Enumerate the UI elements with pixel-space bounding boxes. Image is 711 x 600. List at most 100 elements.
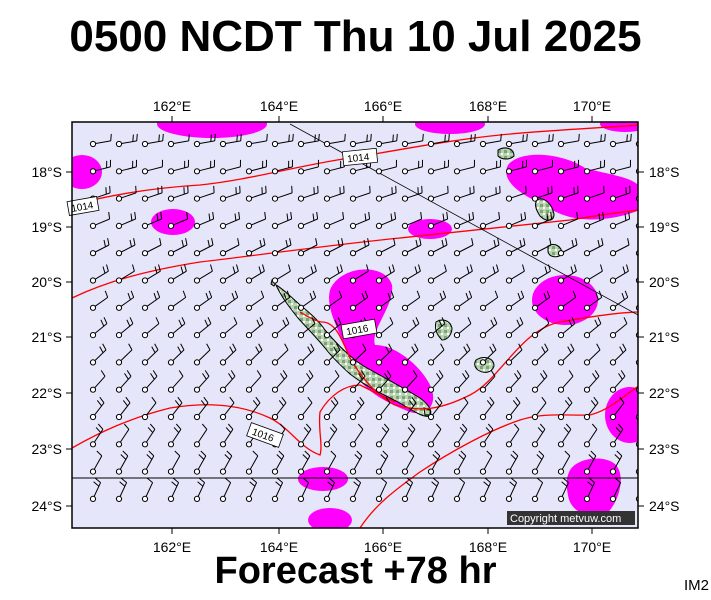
- wind-barb-feather: [130, 213, 133, 221]
- wind-station-marker: [141, 441, 149, 448]
- y-tick-label: 19°S: [31, 219, 62, 235]
- wind-barb-shaft: [484, 270, 499, 280]
- wind-barb-shaft: [511, 192, 527, 199]
- wind-barb-shaft: [302, 349, 315, 361]
- wind-station-marker: [479, 140, 487, 148]
- wind-barb-feather: [485, 427, 492, 433]
- wind-barb-shaft: [614, 402, 625, 416]
- wind-station-marker: [297, 413, 305, 421]
- wind-barb-feather: [618, 373, 623, 380]
- wind-barb-shaft: [249, 455, 259, 470]
- wind-barb-feather: [342, 211, 345, 220]
- wind-barb-feather: [463, 346, 468, 353]
- wind-barb-feather: [224, 477, 231, 483]
- wind-barb-feather: [601, 238, 604, 246]
- wind-barb-feather: [434, 450, 441, 457]
- wind-station-marker: [531, 332, 539, 339]
- wind-barb-shaft: [329, 140, 345, 144]
- wind-barb-shaft: [588, 402, 599, 416]
- wind-barb-shaft: [225, 218, 240, 226]
- wind-barb-shaft: [146, 349, 159, 361]
- wind-barb-shaft: [95, 166, 111, 172]
- wind-barb-feather: [408, 400, 414, 407]
- wind-station-marker: [479, 195, 487, 202]
- wind-station-marker: [583, 277, 591, 284]
- wind-barb-feather: [385, 346, 390, 353]
- wind-barb-shaft: [614, 349, 627, 361]
- wind-barb-shaft: [147, 140, 163, 144]
- wind-barb-feather: [496, 264, 499, 272]
- wind-barb-feather: [564, 450, 571, 457]
- wind-barb-feather: [329, 427, 336, 433]
- wind-barb-shaft: [173, 192, 189, 199]
- wind-station-marker: [505, 441, 513, 448]
- wind-station-marker: [89, 468, 97, 475]
- isobar-line: [72, 209, 638, 299]
- wind-barb-feather: [650, 317, 653, 323]
- wind-station-marker: [401, 250, 409, 257]
- wind-barb-feather: [517, 292, 521, 300]
- wind-barb-feather: [230, 370, 236, 377]
- wind-station-marker: [531, 195, 539, 202]
- y-tick-label: 20°S: [649, 274, 680, 290]
- wind-station-marker: [219, 222, 227, 229]
- wind-barb-feather: [630, 133, 632, 141]
- wind-station-marker: [583, 222, 591, 229]
- wind-station-marker: [583, 332, 591, 339]
- wind-barb-shaft: [432, 375, 444, 389]
- wind-station-marker: [557, 168, 565, 175]
- wind-barb-shaft: [510, 296, 524, 307]
- wind-barb-feather: [386, 370, 392, 377]
- precip-area: [308, 508, 352, 528]
- isobar-line: [299, 311, 638, 410]
- wind-barb-shaft: [613, 455, 623, 470]
- wind-station-marker: [323, 495, 331, 502]
- wind-barb-feather: [231, 292, 235, 300]
- wind-barb-feather: [419, 238, 422, 246]
- wind-barb-feather: [232, 343, 237, 351]
- wind-barb-feather: [104, 290, 109, 298]
- wind-barb-feather: [510, 477, 517, 483]
- wind-station-marker: [141, 195, 149, 202]
- wind-barb-shaft: [459, 244, 474, 253]
- wind-barb-feather: [544, 343, 549, 351]
- precip-area: [566, 458, 621, 517]
- wind-barb-feather: [96, 450, 103, 457]
- wind-barb-shaft: [302, 270, 317, 280]
- y-tick-label: 22°S: [31, 385, 62, 401]
- wind-station-marker: [401, 332, 409, 339]
- wind-barb-shaft: [327, 455, 337, 470]
- wind-station-marker: [375, 140, 383, 148]
- wind-barb-feather: [312, 213, 315, 221]
- wind-station-marker: [115, 277, 123, 284]
- wind-station-marker: [219, 140, 227, 148]
- wind-station-marker: [635, 141, 638, 147]
- wind-station-marker: [401, 277, 409, 284]
- wind-station-marker: [583, 441, 591, 448]
- wind-station-marker: [193, 140, 201, 148]
- wind-barb-feather: [285, 239, 288, 248]
- wind-barb-feather: [470, 264, 473, 272]
- wind-barb-shaft: [458, 375, 470, 389]
- wind-station-marker: [453, 332, 461, 339]
- wind-station-marker: [635, 468, 638, 475]
- wind-station-marker: [531, 140, 539, 148]
- wind-station-marker: [271, 140, 279, 148]
- wind-barb-shaft: [328, 270, 343, 280]
- wind-station-marker: [219, 277, 227, 284]
- wind-barb-shaft: [173, 140, 189, 144]
- wind-station-marker: [167, 468, 175, 475]
- wind-barb-feather: [642, 427, 647, 432]
- wind-station-marker: [557, 359, 565, 366]
- wind-barb-feather: [158, 264, 161, 272]
- wind-barb-feather: [330, 450, 337, 457]
- wind-station-marker: [479, 386, 487, 393]
- wind-barb-feather: [647, 370, 651, 376]
- wind-barb-shaft: [588, 323, 602, 334]
- wind-barb-shaft: [510, 270, 525, 280]
- wind-barb-shaft: [562, 349, 575, 361]
- wind-station-marker: [583, 195, 591, 202]
- wind-station-marker: [219, 359, 227, 366]
- wind-barb-feather: [370, 133, 372, 141]
- wind-barb-shaft: [249, 482, 258, 497]
